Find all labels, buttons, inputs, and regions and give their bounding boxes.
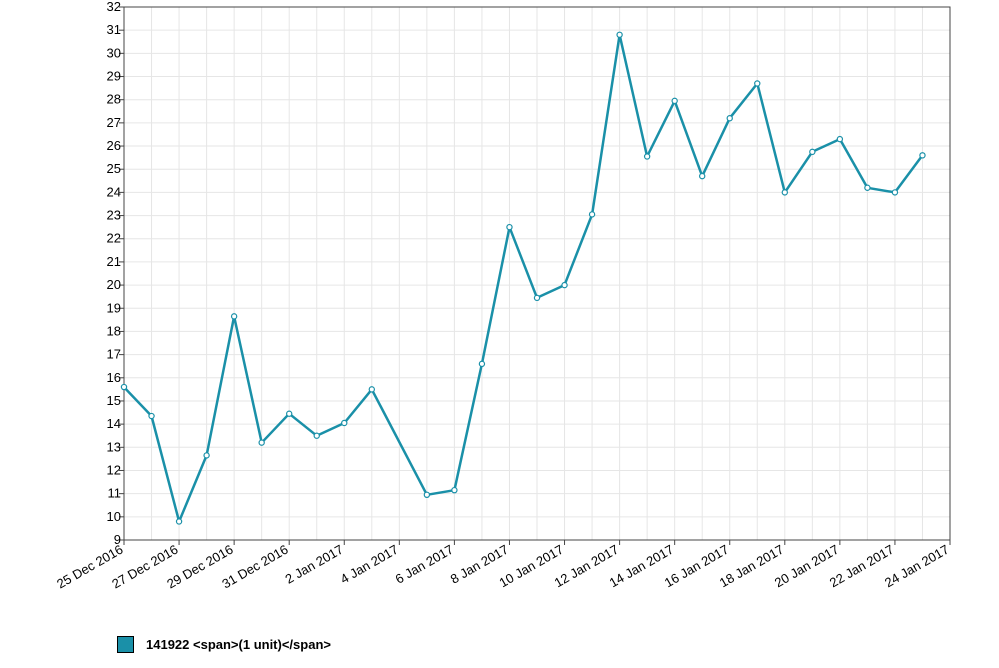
y-tick-label: 15 <box>107 393 121 408</box>
data-point[interactable] <box>258 439 265 446</box>
legend-swatch <box>117 636 134 653</box>
data-point[interactable] <box>341 419 348 427</box>
data-point[interactable] <box>478 360 486 368</box>
data-point[interactable] <box>643 153 651 160</box>
data-point[interactable] <box>148 412 155 420</box>
data-point[interactable] <box>836 135 844 143</box>
y-tick-label: 10 <box>107 509 121 524</box>
legend-label: 141922 <span>(1 unit)</span> <box>146 637 331 652</box>
y-tick-label: 22 <box>107 231 121 246</box>
data-point[interactable] <box>809 148 816 156</box>
data-point[interactable] <box>891 189 899 196</box>
y-tick-label: 31 <box>107 22 121 37</box>
y-tick-label: 28 <box>107 92 121 107</box>
data-point[interactable] <box>506 223 513 231</box>
y-tick-label: 29 <box>107 69 121 84</box>
y-tick-label: 32 <box>107 0 121 14</box>
y-tick-label: 13 <box>107 439 121 454</box>
legend: 141922 <span>(1 unit)</span> <box>117 636 331 653</box>
plot-frame <box>123 6 951 541</box>
series-line <box>123 33 924 523</box>
data-point[interactable] <box>120 383 128 391</box>
y-tick-label: 14 <box>107 416 121 431</box>
y-tick-label: 9 <box>114 532 121 547</box>
y-tick-label: 19 <box>107 300 121 315</box>
series-layer <box>120 31 926 525</box>
y-tick-label: 17 <box>107 347 121 362</box>
y-tick-label: 18 <box>107 323 121 338</box>
x-tick-label: 4 Jan 2017 <box>338 542 401 587</box>
data-point[interactable] <box>368 386 375 393</box>
data-point[interactable] <box>423 491 431 499</box>
data-point[interactable] <box>230 313 238 320</box>
data-point[interactable] <box>286 410 293 417</box>
y-tick-label: 21 <box>107 254 121 269</box>
data-point[interactable] <box>699 172 706 180</box>
y-tick-label: 20 <box>107 277 121 292</box>
data-point[interactable] <box>864 184 871 191</box>
x-tick-label: 6 Jan 2017 <box>393 542 456 587</box>
data-point[interactable] <box>781 189 789 196</box>
data-point[interactable] <box>533 294 541 302</box>
y-tick-label: 11 <box>108 486 122 501</box>
data-point[interactable] <box>919 152 926 159</box>
data-point[interactable] <box>671 97 678 105</box>
data-point[interactable] <box>451 486 458 494</box>
y-tick-label: 24 <box>107 184 121 199</box>
y-axis-ticks: 9 10 11 12 13 14 15 16 17 18 19 20 21 22 23 24 25 26 27 28 2… <box>107 0 124 547</box>
y-tick-label: 26 <box>107 138 121 153</box>
y-tick-label: 30 <box>107 45 121 60</box>
y-tick-label: 25 <box>107 161 121 176</box>
y-tick-label: 16 <box>107 370 121 385</box>
data-point[interactable] <box>203 452 210 459</box>
x-tick-label: 2 Jan 2017 <box>283 542 346 587</box>
y-tick-label: 23 <box>107 208 121 223</box>
grid-lines <box>123 6 951 541</box>
data-point[interactable] <box>561 281 568 289</box>
y-tick-label: 12 <box>107 462 121 477</box>
data-point[interactable] <box>175 518 183 525</box>
data-point[interactable] <box>726 115 733 122</box>
data-point[interactable] <box>313 432 320 439</box>
y-tick-label: 27 <box>107 115 121 130</box>
line-chart: 9 10 11 12 13 14 15 16 17 18 19 20 21 22 23 24 25 26 27 28 2… <box>54 0 952 591</box>
data-point[interactable] <box>588 211 596 218</box>
data-point[interactable] <box>754 80 761 87</box>
data-point[interactable] <box>616 31 623 39</box>
